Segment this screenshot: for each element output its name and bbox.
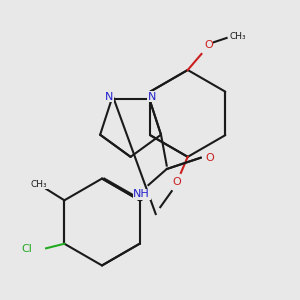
Text: N: N <box>105 92 114 102</box>
Text: Cl: Cl <box>22 244 32 254</box>
Text: N: N <box>148 92 156 102</box>
Text: O: O <box>206 153 214 163</box>
Text: CH₃: CH₃ <box>31 180 47 189</box>
Text: NH: NH <box>133 189 150 199</box>
Text: O: O <box>204 40 213 50</box>
Text: CH₃: CH₃ <box>230 32 246 41</box>
Text: O: O <box>172 177 181 187</box>
